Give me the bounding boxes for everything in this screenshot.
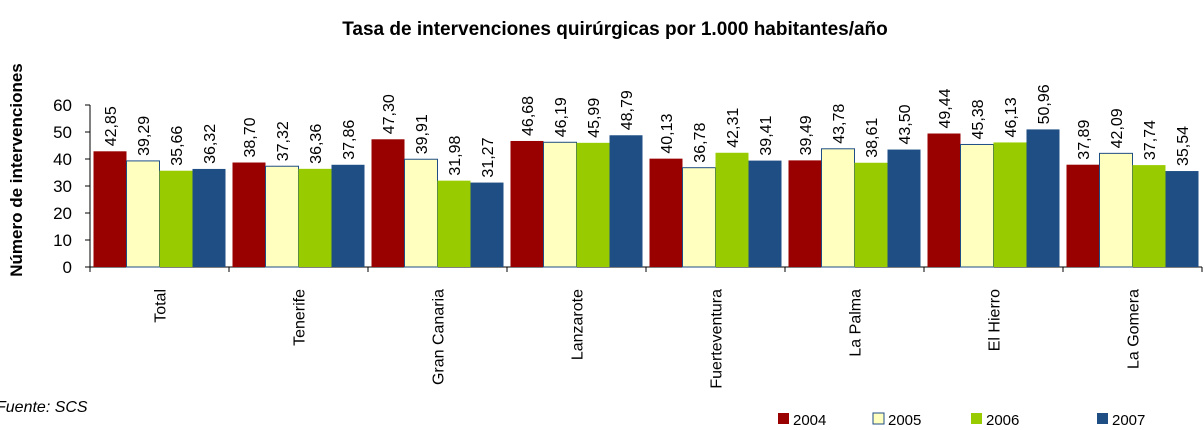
y-axis-title: Número de intervenciones [7,63,26,277]
y-tick-label: 60 [53,96,72,115]
chart-title: Tasa de intervenciones quirúrgicas por 1… [342,19,888,40]
bar [609,135,643,267]
x-tick-label: La Palma [848,289,865,357]
value-label: 46,19 [553,97,570,137]
value-label: 36,32 [202,124,219,164]
bar [232,162,266,267]
value-label: 39,29 [136,116,153,156]
bar [265,165,299,268]
value-label: 48,79 [619,90,636,130]
bar [1026,129,1060,267]
value-label: 36,78 [692,123,709,163]
bar [682,167,716,268]
bar [126,160,160,268]
bar [404,158,438,268]
y-tick-label: 30 [53,177,72,196]
value-label: 37,74 [1142,120,1159,160]
value-label: 49,44 [937,88,954,128]
value-label: 37,86 [341,120,358,160]
legend-label: 2006 [986,412,1019,429]
bar [437,180,471,267]
y-tick-label: 20 [53,204,72,223]
y-tick-label: 10 [53,231,72,250]
bar [927,133,961,267]
value-label: 45,38 [970,99,987,139]
y-tick-label: 0 [63,258,72,277]
bar [192,168,226,267]
value-label: 31,98 [447,136,464,176]
bar [887,149,921,267]
value-label: 31,27 [480,137,497,177]
x-tick-label: Fuerteventura [709,289,726,389]
bar [1099,152,1133,268]
value-label: 46,68 [520,96,537,136]
bar [960,143,994,268]
bar [1066,164,1100,267]
legend-swatch [778,413,789,424]
value-label: 39,41 [758,115,775,155]
legend-swatch [971,413,982,424]
bar [510,140,544,267]
value-label: 43,78 [831,104,848,144]
value-label: 38,70 [242,117,259,157]
bar [1132,165,1166,267]
value-label: 42,85 [103,106,120,146]
bar [854,162,888,267]
bar [1165,171,1199,267]
value-label: 39,49 [798,115,815,155]
x-tick-label: Tenerife [292,289,309,346]
value-label: 42,31 [725,108,742,148]
value-label: 38,61 [864,118,881,158]
bar [576,142,610,267]
bar [470,182,504,267]
value-label: 45,99 [586,98,603,138]
x-tick-label: La Gomera [1126,289,1143,369]
x-tick-label: Lanzarote [570,289,587,360]
bar [371,139,405,267]
value-label: 50,96 [1036,84,1053,124]
value-label: 43,50 [897,104,914,144]
source-note: Fuente: SCS [0,399,88,416]
bar [298,168,332,267]
value-label: 46,13 [1003,97,1020,137]
bar [821,148,855,268]
bar [993,142,1027,267]
value-label: 35,54 [1175,126,1192,166]
value-label: 47,30 [381,94,398,134]
value-label: 35,66 [169,126,186,166]
x-tick-label: El Hierro [987,289,1004,351]
bar [543,141,577,268]
value-label: 36,36 [308,124,325,164]
bar [715,152,749,267]
legend-label: 2007 [1112,412,1145,429]
legend-label: 2005 [888,412,921,429]
legend-swatch [872,412,885,425]
value-label: 39,91 [414,114,431,154]
bar [93,151,127,267]
value-label: 37,89 [1076,120,1093,160]
y-tick-label: 40 [53,150,72,169]
bar [788,160,822,267]
legend-swatch [1097,413,1108,424]
bar [748,160,782,267]
y-tick-label: 50 [53,123,72,142]
x-tick-label: Total [153,289,170,323]
bar [331,164,365,267]
value-label: 37,32 [275,121,292,161]
value-label: 42,09 [1109,108,1126,148]
value-label: 40,13 [659,114,676,154]
x-tick-label: Gran Canaria [431,289,448,385]
bar [649,158,683,267]
legend-label: 2004 [793,412,826,429]
bar [159,170,193,267]
